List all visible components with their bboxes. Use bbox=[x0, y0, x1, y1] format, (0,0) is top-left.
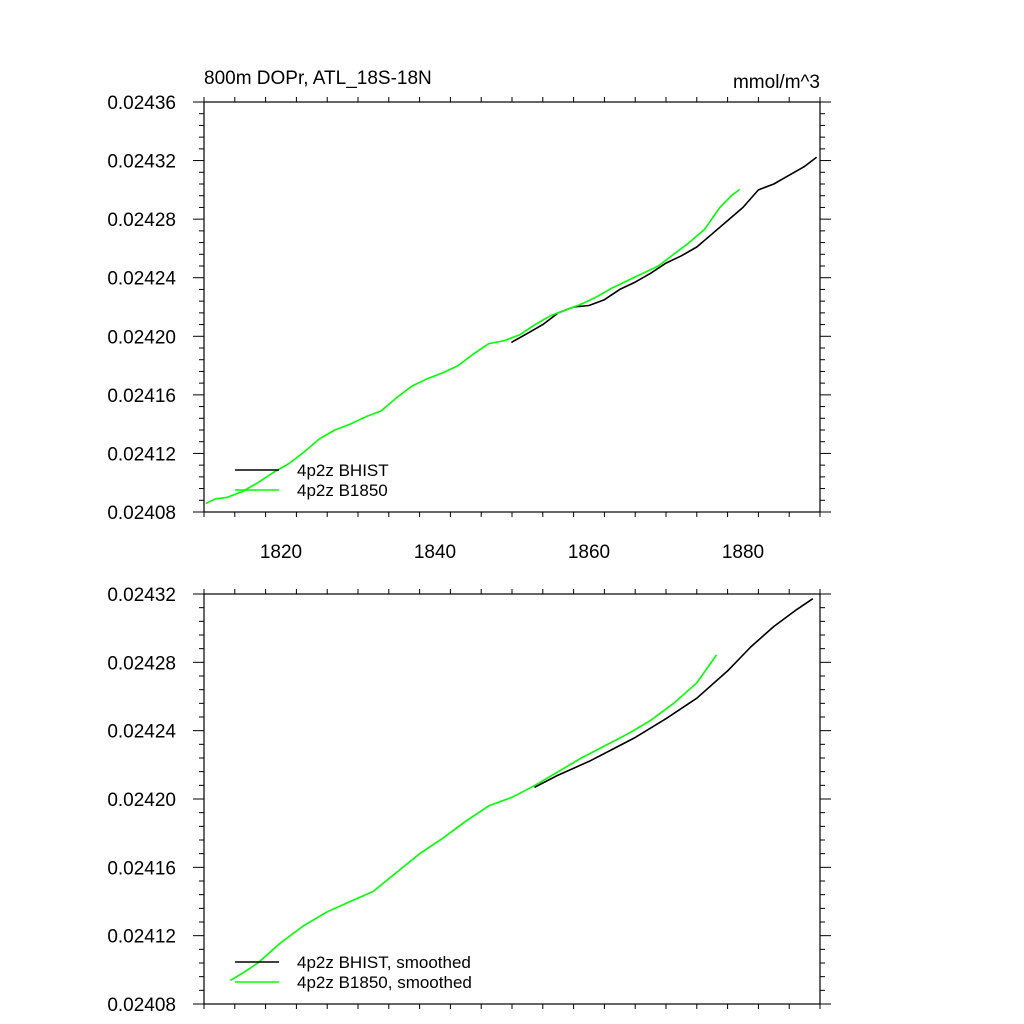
x-tick-label: 1860 bbox=[568, 542, 610, 563]
y-tick-label: 0.02416 bbox=[107, 386, 176, 407]
legend-label: 4p2z BHIST, smoothed bbox=[297, 953, 471, 972]
y-tick-label: 0.02432 bbox=[107, 152, 176, 173]
units-label: mmol/m^3 bbox=[733, 72, 820, 93]
x-tick-label: 1880 bbox=[722, 542, 764, 563]
y-tick-label: 0.02424 bbox=[107, 722, 176, 743]
legend-label: 4p2z B1850, smoothed bbox=[297, 973, 472, 992]
y-tick-label: 0.02412 bbox=[107, 927, 176, 948]
y-tick-label: 0.02416 bbox=[107, 858, 176, 879]
y-tick-label: 0.02408 bbox=[107, 995, 176, 1016]
legend-label: 4p2z BHIST bbox=[297, 461, 389, 480]
plot-frame bbox=[203, 593, 821, 1005]
chart-title: 800m DOPr, ATL_18S-18N bbox=[204, 68, 432, 89]
x-tick-label: 1820 bbox=[260, 542, 302, 563]
series-line-b1850 bbox=[205, 189, 740, 505]
legend-label: 4p2z B1850 bbox=[297, 481, 388, 500]
bottom-panel: 0.02408 0.02412 0.02416 0.02420 0.02424 0.024… bbox=[107, 585, 831, 1016]
y-tick-label: 0.02424 bbox=[107, 269, 176, 290]
y-tick-label: 0.02420 bbox=[107, 327, 176, 348]
y-tick-label: 0.02412 bbox=[107, 444, 176, 465]
y-tick-label: 0.02428 bbox=[107, 210, 176, 231]
top-panel: 1820 1840 1860 1880 0.02408 0.02412 0.02416 0.0… bbox=[107, 68, 831, 563]
y-tick-label: 0.02420 bbox=[107, 790, 176, 811]
y-tick-label: 0.02436 bbox=[107, 93, 176, 114]
y-tick-label: 0.02432 bbox=[107, 585, 176, 606]
series-line-b1850 bbox=[230, 654, 717, 981]
series-line-bhist bbox=[534, 598, 814, 788]
y-tick-label: 0.02428 bbox=[107, 653, 176, 674]
x-tick-label: 1840 bbox=[414, 542, 456, 563]
y-tick-label: 0.02408 bbox=[107, 503, 176, 524]
series-line-bhist bbox=[511, 156, 817, 343]
plot-frame bbox=[203, 101, 821, 513]
